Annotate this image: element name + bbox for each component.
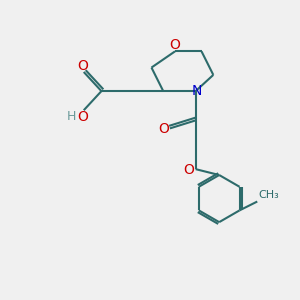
Text: O: O — [77, 59, 88, 73]
Text: O: O — [77, 110, 88, 124]
Text: H: H — [67, 110, 76, 123]
Text: O: O — [184, 163, 195, 177]
Text: N: N — [192, 84, 202, 98]
Text: O: O — [169, 38, 181, 52]
Text: O: O — [158, 122, 169, 136]
Text: CH₃: CH₃ — [258, 190, 279, 200]
